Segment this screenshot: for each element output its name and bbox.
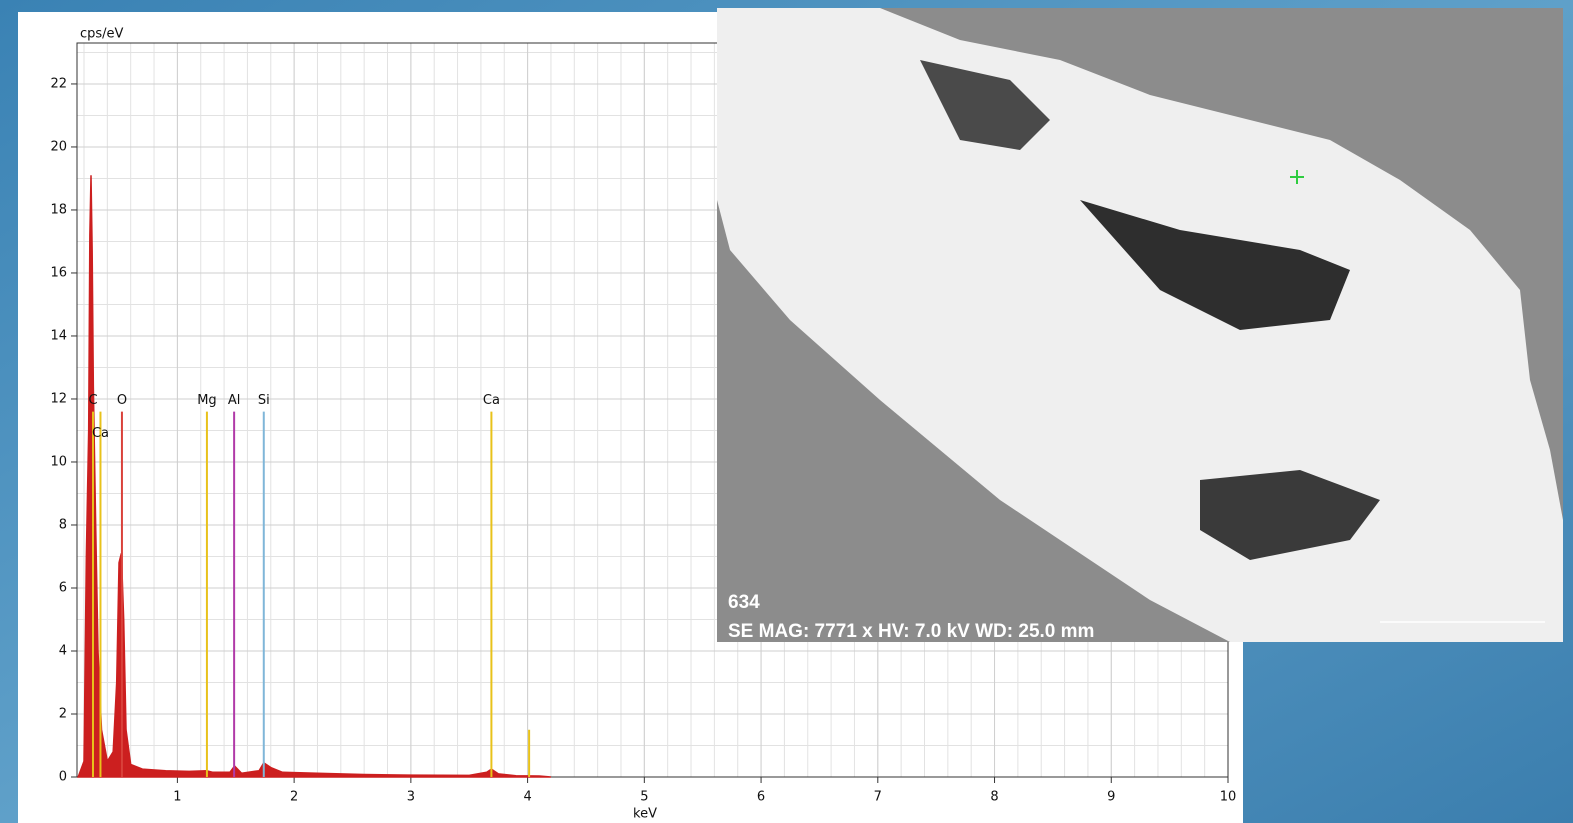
y-tick-label: 16 (50, 265, 67, 280)
x-axis-label: keV (633, 807, 657, 822)
x-tick-label: 7 (874, 790, 882, 805)
y-tick-label: 0 (59, 770, 67, 785)
x-tick-label: 5 (640, 790, 648, 805)
sem-caption: SE MAG: 7771 x HV: 7.0 kV WD: 25.0 mm (728, 621, 1094, 642)
element-label: O (117, 393, 127, 408)
sem-image: 634 SE MAG: 7771 x HV: 7.0 kV WD: 25.0 m… (717, 8, 1563, 642)
element-label: Al (228, 393, 241, 408)
y-tick-label: 6 (59, 580, 67, 595)
y-tick-label: 18 (50, 202, 67, 217)
screen: 123456789100246810121416182022CCaOMgAlSi… (0, 0, 1573, 823)
x-tick-label: 3 (407, 790, 415, 805)
y-tick-label: 2 (59, 706, 67, 721)
y-tick-label: 14 (50, 328, 67, 343)
y-tick-label: 10 (50, 454, 67, 469)
page: {"chart_data": {"type": "spectrum", "y_l… (0, 0, 1573, 823)
x-tick-label: 6 (757, 790, 765, 805)
y-tick-label: 4 (59, 643, 67, 658)
element-label: Mg (197, 393, 216, 408)
element-label: Ca (92, 426, 109, 441)
y-tick-label: 22 (50, 76, 67, 91)
x-tick-label: 9 (1107, 790, 1115, 805)
y-axis-label: cps/eV (80, 27, 124, 42)
sem-id: 634 (728, 592, 760, 613)
element-label: Si (258, 393, 270, 408)
y-tick-label: 8 (59, 517, 67, 532)
x-tick-label: 2 (290, 790, 298, 805)
x-tick-label: 10 (1220, 790, 1237, 805)
y-tick-label: 12 (50, 391, 67, 406)
element-label: Ca (483, 393, 500, 408)
x-tick-label: 4 (523, 790, 531, 805)
x-tick-label: 8 (990, 790, 998, 805)
y-tick-label: 20 (50, 139, 67, 154)
element-label: C (88, 393, 97, 408)
x-tick-label: 1 (173, 790, 181, 805)
